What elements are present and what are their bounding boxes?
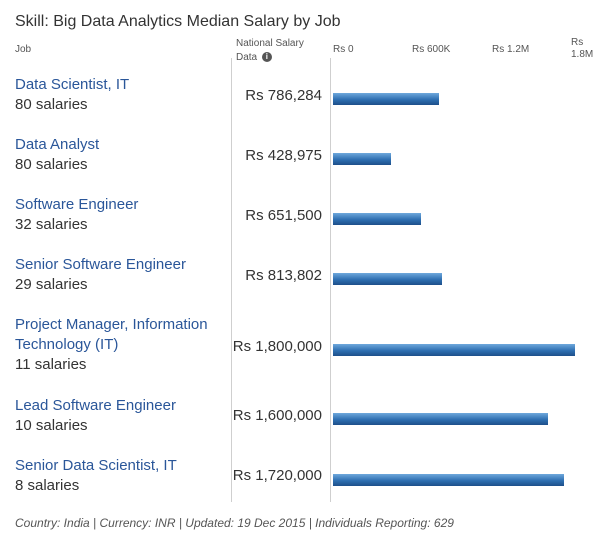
column-divider-right (330, 58, 331, 502)
chart-title: Skill: Big Data Analytics Median Salary … (15, 13, 341, 30)
job-column-header: Job (15, 44, 32, 55)
salary-count: 10 salaries (15, 417, 88, 434)
salary-count: 11 salaries (15, 356, 87, 373)
job-title-link[interactable]: Lead Software Engineer (15, 397, 176, 414)
salary-column-header: National Salary Data i (236, 37, 304, 65)
median-salary-value: Rs 1,600,000 (232, 407, 322, 424)
salary-bar[interactable] (333, 344, 575, 356)
job-entry: Data Analyst 80 salaries (15, 135, 215, 175)
footer-note: Country: India | Currency: INR | Updated… (15, 516, 454, 530)
salary-header-line2: Data (236, 52, 258, 63)
job-entry: Project Manager, Information Technology … (15, 315, 227, 375)
x-tick-label: Rs 0 (333, 44, 354, 55)
job-entry: Senior Software Engineer 29 salaries (15, 255, 215, 295)
x-tick-label: Rs 1.8M (571, 37, 594, 60)
salary-count: 80 salaries (15, 96, 88, 113)
info-icon[interactable]: i (261, 52, 272, 63)
job-entry: Data Scientist, IT 80 salaries (15, 75, 215, 115)
salary-count: 8 salaries (15, 477, 80, 494)
job-title-link[interactable]: Project Manager, Information Technology … (15, 316, 208, 353)
job-title-link[interactable]: Senior Data Scientist, IT (15, 457, 177, 474)
median-salary-value: Rs 1,720,000 (232, 467, 322, 484)
salary-bar[interactable] (333, 273, 443, 285)
job-title-link[interactable]: Data Analyst (15, 136, 100, 153)
median-salary-value: Rs 651,500 (245, 207, 322, 224)
salary-header-line1: National Salary (236, 38, 304, 49)
median-salary-value: Rs 813,802 (245, 267, 322, 284)
salary-bar[interactable] (333, 413, 549, 425)
job-title-link[interactable]: Data Scientist, IT (15, 76, 130, 93)
median-salary-value: Rs 786,284 (245, 87, 322, 104)
salary-bar[interactable] (333, 93, 439, 105)
median-salary-value: Rs 1,800,000 (232, 338, 322, 355)
x-tick-label: Rs 600K (412, 44, 451, 55)
job-title-link[interactable]: Software Engineer (15, 196, 139, 213)
salary-bar[interactable] (333, 213, 421, 225)
column-divider-left (231, 58, 232, 502)
job-entry: Lead Software Engineer 10 salaries (15, 396, 215, 436)
x-tick-label: Rs 1.2M (492, 44, 530, 55)
job-entry: Senior Data Scientist, IT 8 salaries (15, 456, 215, 496)
job-entry: Software Engineer 32 salaries (15, 195, 215, 235)
median-salary-value: Rs 428,975 (245, 147, 322, 164)
salary-bar[interactable] (333, 474, 565, 486)
salary-count: 32 salaries (15, 216, 88, 233)
job-title-link[interactable]: Senior Software Engineer (15, 256, 186, 273)
salary-bar[interactable] (333, 153, 391, 165)
salary-count: 80 salaries (15, 156, 88, 173)
salary-count: 29 salaries (15, 276, 88, 293)
